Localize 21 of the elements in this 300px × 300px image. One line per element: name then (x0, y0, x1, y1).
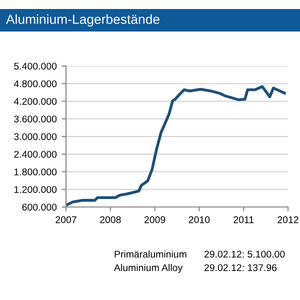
x-tick-label: 2007 (56, 216, 76, 224)
line-series (66, 85, 286, 207)
y-tick-label: 3.000.000 (14, 133, 57, 140)
text: Primäraluminium (114, 250, 186, 258)
y-tick-label: 3.600.000 (14, 116, 57, 122)
x-tick-label: 2010 (188, 216, 210, 224)
x-tick-label: 2012 (278, 216, 298, 224)
y-tick-label: 1.200.000 (14, 186, 57, 193)
y-tick-label: 5.400.000 (14, 62, 57, 70)
chart-title: Aluminium-Lagerbestände (6, 14, 160, 27)
y-tick-label: 2.400.000 (14, 150, 57, 158)
text: Aluminium Alloy (114, 264, 183, 274)
x-tick-label: 2008 (100, 216, 121, 224)
x-tick-label: 2011 (234, 216, 254, 224)
x-tick-label: 2009 (144, 216, 166, 224)
y-tick-label: 4.200.000 (14, 98, 57, 105)
text: 29.02.12: 137.96 (204, 264, 277, 272)
y-tick-label: 4.800.000 (14, 80, 57, 88)
y-tick-label: 1.800.000 (14, 168, 57, 176)
y-tick-label: 600.000 (22, 204, 57, 211)
text: 29.02.12: 5.100.00 (204, 250, 285, 258)
